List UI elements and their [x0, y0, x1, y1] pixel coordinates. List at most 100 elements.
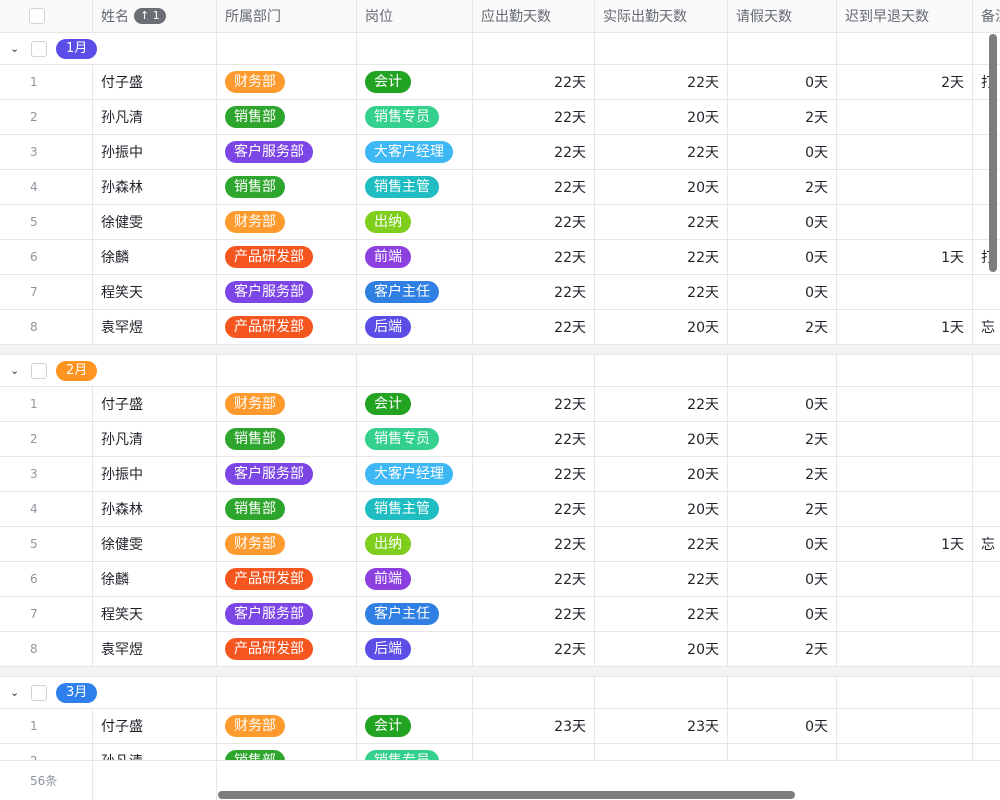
late-days-cell[interactable]: 1天	[837, 310, 973, 344]
position-cell[interactable]: 销售专员	[357, 100, 473, 134]
late-days-cell[interactable]	[837, 492, 973, 526]
table-row[interactable]: 1 付子盛 财务部 会计 22天 22天 0天	[0, 387, 1000, 422]
due-days-cell[interactable]: 22天	[473, 275, 595, 309]
due-days-cell[interactable]: 22天	[473, 65, 595, 99]
due-days-cell[interactable]: 22天	[473, 135, 595, 169]
name-cell[interactable]: 袁罕煜	[93, 310, 217, 344]
position-cell[interactable]: 前端	[357, 240, 473, 274]
late-days-cell[interactable]	[837, 422, 973, 456]
position-cell[interactable]: 销售专员	[357, 422, 473, 456]
late-days-cell[interactable]	[837, 709, 973, 743]
late-days-cell[interactable]	[837, 275, 973, 309]
actual-days-cell[interactable]: 22天	[595, 387, 728, 421]
table-row[interactable]: 5 徐健雯 财务部 出纳 22天 22天 0天	[0, 205, 1000, 240]
vertical-scrollbar[interactable]	[989, 34, 997, 272]
position-cell[interactable]: 前端	[357, 562, 473, 596]
name-cell[interactable]: 徐健雯	[93, 205, 217, 239]
position-cell[interactable]: 销售主管	[357, 170, 473, 204]
due-days-cell[interactable]: 22天	[473, 310, 595, 344]
horizontal-scrollbar[interactable]	[218, 791, 795, 799]
position-cell[interactable]: 销售主管	[357, 492, 473, 526]
name-cell[interactable]: 付子盛	[93, 709, 217, 743]
table-row[interactable]: 2 孙凡清 销售部 销售专员 22天 20天 2天	[0, 422, 1000, 457]
column-header-dept[interactable]: 所属部门	[217, 0, 357, 32]
table-row[interactable]: 8 袁罕煜 产品研发部 后端 22天 20天 2天 1天忘	[0, 310, 1000, 345]
position-cell[interactable]: 会计	[357, 709, 473, 743]
table-row[interactable]: 6 徐麟 产品研发部 前端 22天 22天 0天 1天打	[0, 240, 1000, 275]
leave-days-cell[interactable]: 0天	[728, 387, 837, 421]
name-cell[interactable]: 孙凡清	[93, 744, 217, 760]
chevron-down-icon[interactable]: ⌄	[10, 42, 20, 55]
late-days-cell[interactable]	[837, 562, 973, 596]
late-days-cell[interactable]	[837, 632, 973, 666]
late-days-cell[interactable]: 1天	[837, 240, 973, 274]
due-days-cell[interactable]: 22天	[473, 205, 595, 239]
position-cell[interactable]: 出纳	[357, 205, 473, 239]
name-cell[interactable]: 孙凡清	[93, 100, 217, 134]
name-cell[interactable]: 付子盛	[93, 387, 217, 421]
due-days-cell[interactable]: 22天	[473, 100, 595, 134]
name-cell[interactable]: 程笑天	[93, 275, 217, 309]
due-days-cell[interactable]: 22天	[473, 387, 595, 421]
column-header-position[interactable]: 岗位	[357, 0, 473, 32]
due-days-cell[interactable]: 23天	[473, 709, 595, 743]
notes-cell[interactable]	[973, 275, 1000, 309]
department-cell[interactable]: 客户服务部	[217, 597, 357, 631]
position-cell[interactable]: 出纳	[357, 527, 473, 561]
department-cell[interactable]: 销售部	[217, 422, 357, 456]
actual-days-cell[interactable]: 22天	[595, 527, 728, 561]
name-cell[interactable]: 程笑天	[93, 597, 217, 631]
name-cell[interactable]: 孙振中	[93, 135, 217, 169]
actual-days-cell[interactable]: 22天	[595, 135, 728, 169]
department-cell[interactable]: 销售部	[217, 492, 357, 526]
actual-days-cell[interactable]	[595, 744, 728, 760]
actual-days-cell[interactable]: 20天	[595, 632, 728, 666]
department-cell[interactable]: 财务部	[217, 205, 357, 239]
table-row[interactable]: 3 孙振中 客户服务部 大客户经理 22天 22天 0天	[0, 135, 1000, 170]
table-row[interactable]: 4 孙森林 销售部 销售主管 22天 20天 2天	[0, 492, 1000, 527]
name-cell[interactable]: 孙森林	[93, 492, 217, 526]
late-days-cell[interactable]	[837, 100, 973, 134]
notes-cell[interactable]	[973, 492, 1000, 526]
table-row[interactable]: 7 程笑天 客户服务部 客户主任 22天 22天 0天	[0, 275, 1000, 310]
leave-days-cell[interactable]	[728, 744, 837, 760]
late-days-cell[interactable]	[837, 387, 973, 421]
department-cell[interactable]: 客户服务部	[217, 457, 357, 491]
table-row[interactable]: 1 付子盛 财务部 会计 23天 23天 0天	[0, 709, 1000, 744]
due-days-cell[interactable]: 22天	[473, 632, 595, 666]
due-days-cell[interactable]: 22天	[473, 597, 595, 631]
late-days-cell[interactable]	[837, 205, 973, 239]
department-cell[interactable]: 销售部	[217, 100, 357, 134]
chevron-down-icon[interactable]: ⌄	[10, 686, 20, 699]
late-days-cell[interactable]	[837, 170, 973, 204]
name-cell[interactable]: 付子盛	[93, 65, 217, 99]
sort-badge[interactable]: ↑ 1	[134, 8, 166, 24]
notes-cell[interactable]: 忘	[981, 537, 995, 553]
late-days-cell[interactable]	[837, 135, 973, 169]
leave-days-cell[interactable]: 0天	[728, 275, 837, 309]
column-header-notes[interactable]: 备注	[981, 9, 1000, 25]
actual-days-cell[interactable]: 20天	[595, 310, 728, 344]
due-days-cell[interactable]: 22天	[473, 527, 595, 561]
due-days-cell[interactable]: 22天	[473, 457, 595, 491]
leave-days-cell[interactable]: 2天	[728, 457, 837, 491]
notes-cell[interactable]	[973, 562, 1000, 596]
department-cell[interactable]: 产品研发部	[217, 310, 357, 344]
actual-days-cell[interactable]: 20天	[595, 170, 728, 204]
actual-days-cell[interactable]: 20天	[595, 422, 728, 456]
due-days-cell[interactable]: 22天	[473, 492, 595, 526]
leave-days-cell[interactable]: 0天	[728, 562, 837, 596]
position-cell[interactable]: 会计	[357, 387, 473, 421]
department-cell[interactable]: 销售部	[217, 170, 357, 204]
actual-days-cell[interactable]: 23天	[595, 709, 728, 743]
leave-days-cell[interactable]: 0天	[728, 709, 837, 743]
notes-cell[interactable]	[973, 709, 1000, 743]
notes-cell[interactable]	[973, 632, 1000, 666]
leave-days-cell[interactable]: 2天	[728, 632, 837, 666]
notes-cell[interactable]	[973, 457, 1000, 491]
column-header-leave-days[interactable]: 请假天数	[728, 0, 837, 32]
late-days-cell[interactable]: 2天	[837, 65, 973, 99]
group-checkbox[interactable]	[31, 362, 47, 379]
column-header-late-days[interactable]: 迟到早退天数	[837, 0, 973, 32]
